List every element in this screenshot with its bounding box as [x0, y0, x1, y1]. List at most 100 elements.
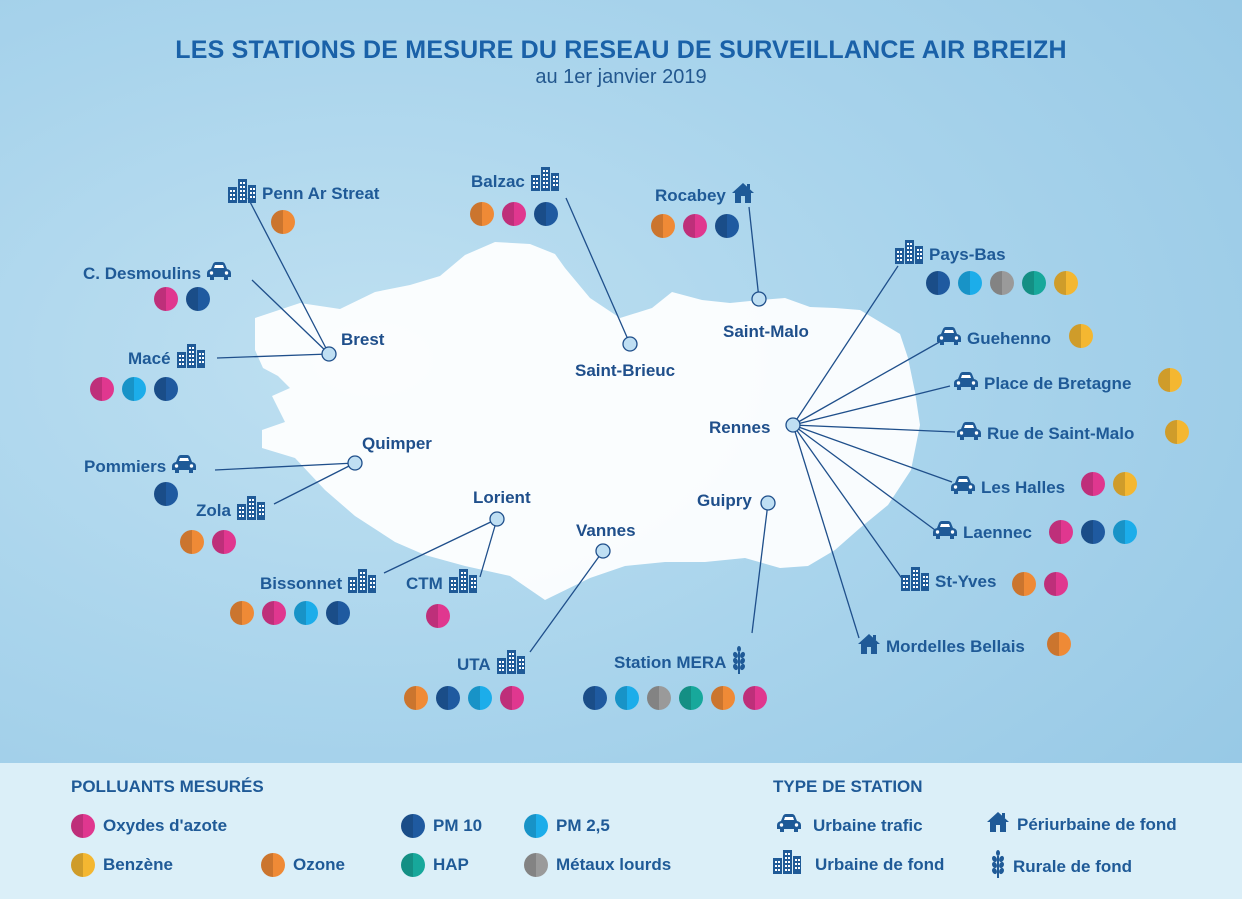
- station-mordelles-bellais[interactable]: Mordelles Bellais: [858, 634, 1025, 659]
- pollutant-dots: [180, 530, 236, 554]
- legend-ozone: Ozone: [261, 853, 345, 877]
- wheat-icon: [732, 646, 746, 679]
- rennes-marker[interactable]: [785, 417, 801, 433]
- pollutant-dots: [583, 686, 767, 710]
- brittany-landmass: [255, 242, 920, 600]
- station-pays-bas[interactable]: Pays-Bas: [895, 240, 1006, 269]
- station-laennec[interactable]: Laennec: [933, 521, 1032, 544]
- station-mera[interactable]: Station MERA: [614, 646, 746, 679]
- legend-label: PM 10: [433, 816, 483, 835]
- pollutant-dots: [404, 686, 524, 710]
- legend-label: Périurbaine de fond: [1017, 814, 1177, 834]
- pollutant-dots: [1081, 472, 1137, 496]
- station-penn-ar-streat[interactable]: Penn Ar Streat: [228, 179, 379, 208]
- benzene-pollutant-dot: [1158, 368, 1182, 392]
- urban-background-icon: [496, 650, 525, 679]
- pm10-pollutant-dot: [715, 214, 739, 238]
- station-uta[interactable]: UTA: [457, 650, 525, 679]
- pm25-pollutant-dot: [615, 686, 639, 710]
- vannes-marker[interactable]: [595, 543, 611, 559]
- station-balzac[interactable]: Balzac: [471, 167, 559, 196]
- pollutant-dots: [1047, 632, 1071, 656]
- metaux-swatch: [524, 853, 548, 877]
- station-rue-saint-malo[interactable]: Rue de Saint-Malo: [957, 422, 1134, 445]
- pollutant-dots: [1069, 324, 1093, 348]
- lorient-marker[interactable]: [489, 511, 505, 527]
- quimper-marker[interactable]: [347, 455, 363, 471]
- station-label: Mordelles Bellais: [886, 636, 1025, 656]
- nox-pollutant-dot: [212, 530, 236, 554]
- saint-brieuc-marker[interactable]: [622, 336, 638, 352]
- station-label: Station MERA: [614, 652, 727, 672]
- station-label: Place de Bretagne: [984, 373, 1132, 393]
- city-rennes: Rennes: [709, 418, 771, 437]
- legend-benzene: Benzène: [71, 853, 173, 877]
- map-subtitle: au 1er janvier 2019: [535, 66, 707, 88]
- station-label: Rocabey: [655, 185, 726, 205]
- pollutant-dots: [154, 287, 210, 311]
- car-icon: [172, 455, 197, 478]
- ozone-pollutant-dot: [271, 210, 295, 234]
- pm25-pollutant-dot: [958, 271, 982, 295]
- station-bissonnet[interactable]: Bissonnet: [260, 569, 377, 598]
- urban-background-icon: [901, 567, 929, 596]
- house-icon: [731, 183, 754, 208]
- pm10-pollutant-dot: [436, 686, 460, 710]
- legend-urbaine-trafic: Urbaine trafic: [777, 814, 923, 837]
- station-label: CTM: [406, 573, 443, 593]
- legend-urbaine-fond: Urbaine de fond: [773, 850, 944, 879]
- station-c-desmoulins[interactable]: C. Desmoulins: [83, 262, 232, 285]
- station-zola[interactable]: Zola: [196, 496, 265, 525]
- ozone-swatch: [261, 853, 285, 877]
- pollutant-dots: [1012, 572, 1068, 596]
- legend-label: HAP: [433, 855, 469, 874]
- ozone-pollutant-dot: [470, 202, 494, 226]
- ozone-pollutant-dot: [404, 686, 428, 710]
- metaux-pollutant-dot: [647, 686, 671, 710]
- benzene-pollutant-dot: [1113, 472, 1137, 496]
- urban-background-icon: [348, 569, 377, 598]
- pollutant-dots: [90, 377, 178, 401]
- pollutant-dots: [470, 202, 558, 226]
- pm10-pollutant-dot: [154, 377, 178, 401]
- car-icon: [777, 814, 801, 837]
- legend-pm25: PM 2,5: [524, 814, 610, 838]
- house-icon: [987, 812, 1009, 837]
- ozone-pollutant-dot: [1047, 632, 1071, 656]
- legend-rurale-fond: Rurale de fond: [991, 850, 1132, 883]
- pm25-pollutant-dot: [1113, 520, 1137, 544]
- station-pommiers[interactable]: Pommiers: [84, 455, 197, 478]
- city-vannes: Vannes: [576, 521, 636, 540]
- station-st-yves[interactable]: St-Yves: [901, 567, 996, 596]
- station-label: Les Halles: [981, 477, 1066, 497]
- benzene-swatch: [71, 853, 95, 877]
- station-ctm[interactable]: CTM: [406, 569, 477, 598]
- station-mace[interactable]: Macé: [128, 344, 205, 373]
- pm10-pollutant-dot: [534, 202, 558, 226]
- urban-background-icon: [176, 344, 205, 373]
- pollutant-dots: [154, 482, 178, 506]
- legend-label: Benzène: [103, 855, 173, 874]
- station-place-bretagne[interactable]: Place de Bretagne: [954, 372, 1131, 395]
- guipry-marker[interactable]: [760, 495, 776, 511]
- wheat-icon: [991, 850, 1005, 883]
- brest-marker[interactable]: [321, 346, 337, 362]
- city-guipry: Guipry: [697, 491, 752, 510]
- station-les-halles[interactable]: Les Halles: [951, 476, 1065, 499]
- station-rocabey[interactable]: Rocabey: [655, 183, 754, 208]
- nox-pollutant-dot: [90, 377, 114, 401]
- nox-pollutant-dot: [154, 287, 178, 311]
- urban-background-icon: [530, 167, 559, 196]
- ozone-pollutant-dot: [1012, 572, 1036, 596]
- saint-malo-marker[interactable]: [751, 291, 767, 307]
- nox-pollutant-dot: [743, 686, 767, 710]
- station-guehenno[interactable]: Guehenno: [937, 327, 1051, 350]
- legend-label: Ozone: [293, 855, 345, 874]
- car-icon: [933, 521, 957, 544]
- car-icon: [954, 372, 978, 395]
- legend-label: Rurale de fond: [1013, 856, 1133, 876]
- station-label: Rue de Saint-Malo: [987, 423, 1135, 443]
- pollutant-dots: [1158, 368, 1182, 392]
- urban-background-icon: [773, 850, 801, 879]
